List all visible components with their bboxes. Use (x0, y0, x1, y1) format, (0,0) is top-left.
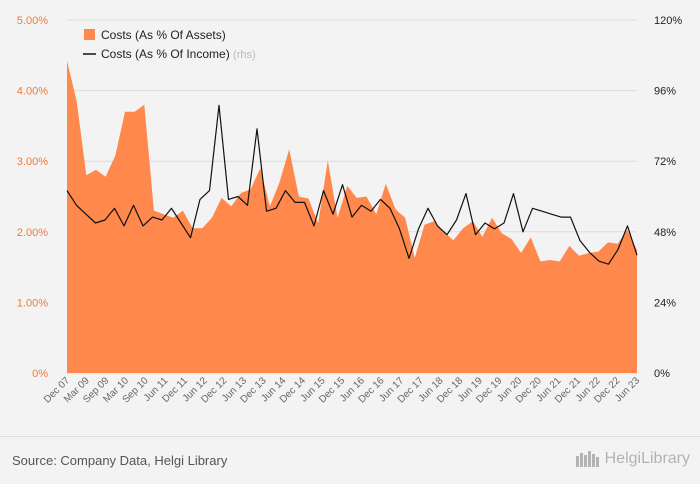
y-left-tick-label: 1.00% (17, 297, 48, 309)
legend-swatch-assets (84, 29, 95, 40)
y-axis-right: 0% 24% 48% 72% 96% 120% (654, 15, 682, 380)
y-right-tick-label: 96% (654, 86, 676, 98)
y-left-tick-label: 0% (32, 368, 48, 380)
brand-name: HelgiLibrary (604, 450, 690, 467)
legend-label-assets: Costs (As % Of Assets) (101, 28, 226, 42)
brand-logo: HelgiLibrary (575, 450, 690, 468)
y-axis-left: 0% 1.00% 2.00% 3.00% 4.00% 5.00% (17, 15, 48, 380)
y-left-tick-label: 3.00% (17, 156, 48, 168)
source-text: Source: Company Data, Helgi Library (12, 453, 228, 468)
library-logo-icon (575, 451, 599, 467)
legend-label-income-text: Costs (As % Of Income) (101, 47, 230, 61)
y-right-tick-label: 72% (654, 156, 676, 168)
y-right-tick-label: 24% (654, 297, 676, 309)
y-left-tick-label: 5.00% (17, 15, 48, 27)
line-income (66, 104, 638, 265)
y-right-tick-label: 0% (654, 368, 670, 380)
chart: 0% 1.00% 2.00% 3.00% 4.00% 5.00% 0% 24% 48% 72% 9… (17, 15, 683, 406)
y-right-tick-label: 120% (654, 15, 682, 27)
legend-label-income: Costs (As % Of Income) (rhs) (101, 47, 256, 61)
y-left-tick-label: 4.00% (17, 86, 48, 98)
y-left-tick-label: 2.00% (17, 227, 48, 239)
series-line-income (66, 104, 638, 265)
legend: Costs (As % Of Assets) Costs (As % Of In… (83, 28, 256, 61)
footer: Source: Company Data, Helgi Library Helg… (0, 436, 700, 484)
legend-rhs-note: (rhs) (233, 49, 256, 61)
y-right-tick-label: 48% (654, 227, 676, 239)
